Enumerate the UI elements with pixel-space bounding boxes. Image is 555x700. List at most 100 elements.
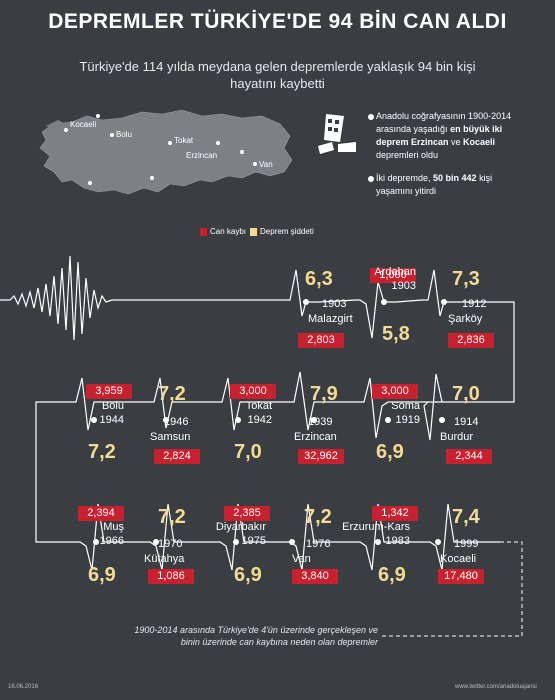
- magnitude-ardahan: 5,8: [382, 323, 410, 345]
- event-dot--ark-y: [441, 299, 447, 305]
- place-ardahan: Ardahan: [374, 266, 416, 278]
- magnitude-malazgirt: 6,3: [305, 268, 333, 290]
- year--ark-y: 1912: [462, 298, 487, 310]
- map-label-erzincan: Erzincan: [186, 151, 218, 160]
- year-diyarbak-r: 1975: [241, 535, 266, 547]
- event-dot-k-tahya: [153, 539, 159, 545]
- map-dot: [240, 150, 244, 154]
- death-toll-malazgirt: 2,803: [298, 333, 344, 348]
- year-van: 1976: [306, 538, 331, 550]
- event-dot-bolu: [91, 417, 97, 423]
- info-text-1: Anadolu coğrafyasının 1900-2014 arasında…: [376, 111, 512, 160]
- death-toll-erzincan: 32,962: [298, 449, 344, 464]
- year-samsun: 1946: [164, 416, 189, 428]
- magnitude-burdur: 7,0: [452, 383, 480, 405]
- map-dot: [150, 176, 154, 180]
- magnitude-soma: 6,9: [376, 441, 404, 463]
- event-dot-erzincan: [311, 417, 317, 423]
- magnitude-tokat: 7,0: [234, 441, 262, 463]
- place-erzincan: Erzincan: [294, 431, 337, 443]
- page-title: DEPREMLER TÜRKİYE'DE 94 BİN CAN ALDI: [48, 10, 507, 33]
- magnitude-mu-: 6,9: [88, 564, 116, 586]
- place-kocaeli: Kocaeli: [440, 553, 477, 565]
- year-bolu: 1944: [99, 414, 124, 426]
- map-label-van: Van: [259, 160, 273, 169]
- turkey-map: [39, 109, 293, 195]
- legend-intensity-swatch: [250, 228, 257, 236]
- event-dot-ardahan: [381, 299, 387, 305]
- death-toll-diyarbak-r: 2,385: [224, 506, 270, 521]
- place-erzurum-kars: Erzurum-Kars: [342, 521, 410, 533]
- footer-credit: www.twitter.com/anadoluajansi: [455, 684, 537, 690]
- magnitude-kocaeli: 7,4: [452, 506, 480, 528]
- place-bolu: Bolu: [101, 400, 124, 412]
- place-burdur: Burdur: [440, 431, 474, 443]
- map-label-bolu: Bolu: [116, 130, 133, 139]
- magnitude-diyarbak-r: 6,9: [234, 564, 262, 586]
- event-dot-van: [289, 539, 295, 545]
- year-ardahan: 1903: [391, 280, 416, 292]
- map-dot: [88, 181, 92, 185]
- magnitude-samsun: 7,2: [158, 383, 186, 405]
- legend-loss-swatch: [200, 228, 207, 236]
- legend-intensity-label: Deprem şiddeti: [260, 227, 314, 236]
- death-toll-ardahan: 1,000: [370, 268, 416, 283]
- magnitude-k-tahya: 7,2: [158, 506, 186, 528]
- magnitude-erzurum-kars: 6,9: [378, 564, 406, 586]
- event-dot-erzurum-kars: [375, 539, 381, 545]
- place-diyarbak-r: Diyarbakır: [215, 521, 266, 533]
- info-text-2: İki depremde, 50 bin 442 kişi yaşamını y…: [376, 173, 493, 196]
- place-mu-: Muş: [103, 521, 124, 533]
- map-dot-kocaeli: [64, 128, 68, 132]
- magnitude-bolu: 7,2: [88, 441, 116, 463]
- year-erzurum-kars: 1983: [385, 535, 410, 547]
- place--ark-y: Şarköy: [448, 313, 483, 325]
- collapsed-building-icon: [318, 114, 356, 154]
- map-dot: [96, 114, 100, 118]
- year-soma: 1919: [395, 414, 420, 426]
- death-toll-bolu: 3,959: [86, 384, 132, 399]
- death-toll-soma: 3,000: [372, 384, 418, 399]
- death-toll-samsun: 2,824: [154, 449, 200, 464]
- event-dot-tokat: [235, 417, 241, 423]
- magnitude-erzincan: 7,9: [310, 383, 338, 405]
- footer-date: 16.06.2016: [8, 684, 39, 690]
- year-k-tahya: 1970: [158, 538, 183, 550]
- year-mu-: 1966: [99, 535, 124, 547]
- place-soma: Soma: [391, 400, 420, 412]
- year-tokat: 1942: [247, 414, 272, 426]
- info-bullet: [368, 176, 374, 182]
- magnitude--ark-y: 7,3: [452, 268, 480, 290]
- footnote: 1900-2014 arasında Türkiye'de 4'ün üzeri…: [134, 625, 378, 647]
- place-van: Van: [292, 553, 311, 565]
- map-dot-tokat: [168, 141, 172, 145]
- death-toll-mu-: 2,394: [78, 506, 124, 521]
- map-label-kocaeli: Kocaeli: [70, 120, 97, 129]
- death-toll-k-tahya: 1,086: [148, 569, 194, 584]
- year-burdur: 1914: [454, 416, 479, 428]
- death-toll-erzurum-kars: 1,342: [372, 506, 418, 521]
- death-toll-burdur: 2,344: [446, 449, 492, 464]
- year-kocaeli: 1999: [454, 538, 479, 550]
- event-dot-kocaeli: [435, 539, 441, 545]
- death-toll-van: 3,840: [292, 569, 338, 584]
- event-dot-mu-: [93, 539, 99, 545]
- year-malazgirt: 1903: [322, 298, 347, 310]
- magnitude-van: 7,2: [304, 506, 332, 528]
- death-toll--ark-y: 2,836: [448, 333, 494, 348]
- event-dot-malazgirt: [303, 299, 309, 305]
- legend-loss-label: Can kaybı: [210, 227, 247, 236]
- place-samsun: Samsun: [150, 431, 191, 443]
- year-erzincan: 1939: [308, 416, 333, 428]
- death-toll-kocaeli: 17,480: [438, 569, 484, 584]
- map-dot-van: [253, 162, 257, 166]
- event-dot-diyarbak-r: [233, 539, 239, 545]
- page-subtitle: Türkiye'de 114 yılda meydana gelen depre…: [79, 59, 476, 91]
- place-k-tahya: Kütahya: [144, 553, 185, 565]
- map-dot-erzincan: [216, 141, 220, 145]
- map-label-tokat: Tokat: [174, 136, 194, 145]
- event-dot-samsun: [163, 417, 169, 423]
- event-dot-burdur: [439, 417, 445, 423]
- event-dot-soma: [385, 417, 391, 423]
